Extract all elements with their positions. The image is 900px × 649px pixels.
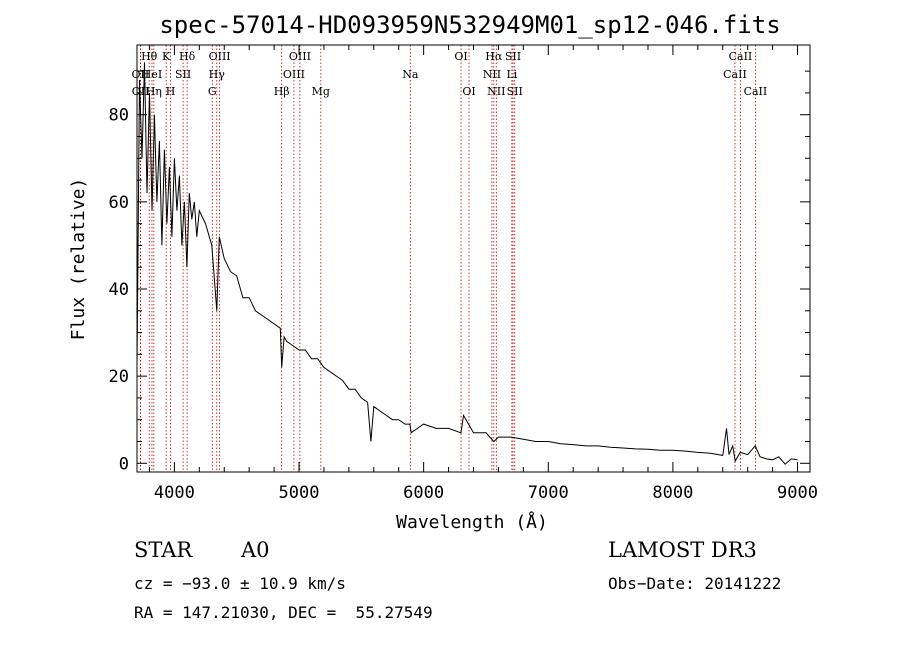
line-marker-label: Li: [506, 68, 517, 81]
spectrum-line: [136, 62, 798, 465]
survey-name: LAMOST DR3: [608, 538, 757, 562]
obs-date: Obs−Date: 20141222: [608, 574, 782, 593]
line-marker-label: Hγ: [209, 68, 226, 81]
coordinates-text: RA = 147.21030, DEC = 55.27549: [134, 603, 433, 622]
line-marker-label: K: [162, 50, 171, 63]
x-tick-label: 6000: [403, 483, 444, 503]
x-tick-label: 9000: [777, 483, 818, 503]
line-marker-label: OI: [454, 50, 467, 63]
line-marker-label: NII: [487, 85, 505, 98]
line-marker-label: OIII: [283, 68, 305, 81]
line-marker-label: SII: [507, 85, 523, 98]
line-marker-label: SII: [175, 68, 191, 81]
line-marker-label: Hη: [146, 85, 162, 98]
y-tick-label: 60: [109, 193, 129, 213]
x-tick-label: 4000: [154, 483, 195, 503]
line-marker-label: Mg: [312, 85, 330, 98]
line-marker-label: Hθ: [141, 50, 158, 63]
chart-title: spec-57014-HD093959N532949M01_sp12-046.f…: [159, 11, 780, 39]
line-marker-label: CaII: [723, 68, 747, 81]
line-marker-label: SII: [505, 50, 521, 63]
x-axis-ticks: 4000 5000 6000 7000 8000 9000: [148, 45, 818, 503]
y-tick-label: 40: [109, 280, 129, 300]
y-axis-label: Flux (relative): [68, 178, 89, 341]
spectral-line-markers: [139, 45, 756, 472]
line-marker-label: Hβ: [274, 85, 290, 98]
y-tick-label: 80: [109, 106, 129, 126]
x-tick-label: 7000: [528, 483, 569, 503]
x-tick-label: 5000: [279, 483, 320, 503]
object-subclass: A0: [241, 538, 270, 562]
line-marker-label: OIII: [209, 50, 231, 63]
line-marker-label: OI: [462, 85, 475, 98]
plot-frame: [136, 44, 811, 473]
line-marker-label: Na: [402, 68, 419, 81]
line-marker-label: CaII: [744, 85, 768, 98]
y-tick-label: 0: [119, 454, 129, 474]
line-marker-label: H: [166, 85, 176, 98]
line-marker-label: G: [208, 85, 217, 98]
x-axis-label: Wavelength (Å): [396, 511, 548, 533]
x-tick-label: 8000: [652, 483, 693, 503]
object-class: STAR: [134, 538, 193, 562]
line-marker-label: Hα: [485, 50, 503, 63]
y-tick-label: 20: [109, 367, 129, 387]
y-axis-ticks: 0 20 40 60 80: [109, 70, 810, 474]
line-marker-label: Hδ: [179, 50, 196, 63]
velocity-text: cz = −93.0 ± 10.9 km/s: [134, 574, 346, 593]
line-marker-label: CaII: [729, 50, 753, 63]
line-marker-label: HeI: [142, 68, 162, 81]
line-marker-label: OIII: [289, 50, 311, 63]
line-marker-label: NII: [483, 68, 501, 81]
